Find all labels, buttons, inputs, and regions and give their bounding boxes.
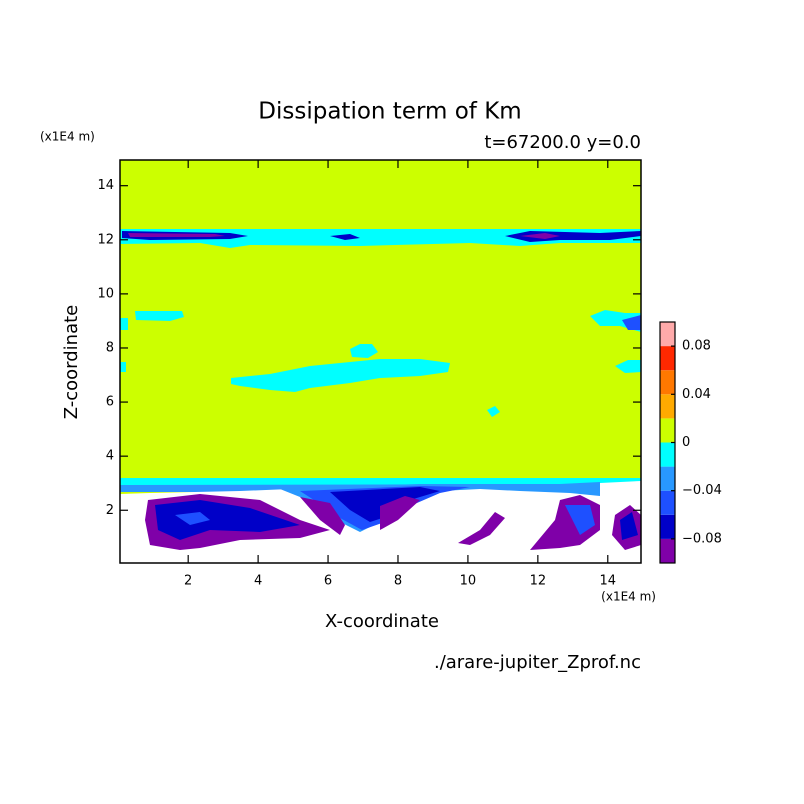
colorbar-tick-label: −0.08 [682, 531, 722, 546]
chart-subtitle: t=67200.0 y=0.0 [484, 132, 641, 153]
contour-region [330, 234, 360, 240]
y-unit: (x1E4 m) [40, 130, 95, 144]
contour-region [175, 512, 210, 525]
x-axis-label: X-coordinate [325, 611, 439, 632]
colorbar-band [660, 394, 675, 419]
y-tick-label: 2 [106, 503, 114, 518]
contour-region [155, 500, 300, 540]
contour-region [120, 362, 126, 372]
contour-region [300, 497, 345, 535]
contour-region [520, 233, 560, 239]
colorbar-band [660, 466, 675, 491]
x-tick-label: 8 [394, 574, 402, 589]
colorbar-tick-label: −0.04 [682, 483, 722, 498]
x-tick-label: 12 [530, 574, 547, 589]
contour-region [350, 344, 378, 358]
contour-region [458, 512, 505, 545]
contour-region [128, 233, 225, 237]
y-tick-label: 4 [106, 449, 114, 464]
colorbar-band [660, 490, 675, 515]
plot-area [120, 160, 641, 563]
colorbar-tick-label: 0.08 [682, 339, 711, 354]
axes: 2 4 6 8 10 12 14 2 4 6 8 10 12 14 −0.08 −0.04 0 0.04 0.08 [97, 159, 722, 589]
contour-region [120, 229, 641, 248]
colorbar-band [660, 442, 675, 467]
colorbar-tick-label: 0 [682, 435, 690, 450]
colorbar-band [660, 538, 675, 563]
y-tick-label: 10 [97, 286, 114, 301]
y-tick-label: 6 [106, 395, 114, 410]
x-unit: (x1E4 m) [601, 590, 656, 604]
colorbar-band [660, 346, 675, 371]
contour-region [120, 318, 128, 330]
contour-region [487, 406, 500, 417]
y-axis-label: Z-coordinate [61, 305, 82, 420]
source-file: ./arare-jupiter_Zprof.nc [434, 652, 641, 673]
contour-region [380, 496, 420, 530]
y-tick-label: 8 [106, 340, 114, 355]
contour-region [231, 359, 450, 392]
colorbar-band [660, 370, 675, 395]
contour-region [615, 360, 641, 373]
x-tick-label: 14 [600, 574, 617, 589]
contour-region [135, 311, 184, 321]
x-tick-label: 4 [254, 574, 262, 589]
contour-region [565, 505, 595, 535]
x-tick-label: 10 [460, 574, 477, 589]
colorbar-band [660, 322, 675, 347]
colorbar-band [660, 418, 675, 443]
contour-region [620, 512, 638, 540]
colorbar-band [660, 514, 675, 539]
x-tick-label: 6 [324, 574, 332, 589]
contour-region [622, 315, 641, 330]
colorbar-tick-label: 0.04 [682, 387, 711, 402]
plot-frame [119, 159, 642, 564]
y-tick-label: 12 [97, 232, 114, 247]
chart-title: Dissipation term of Km [258, 99, 521, 125]
y-tick-label: 14 [97, 178, 114, 193]
x-tick-label: 2 [184, 574, 192, 589]
